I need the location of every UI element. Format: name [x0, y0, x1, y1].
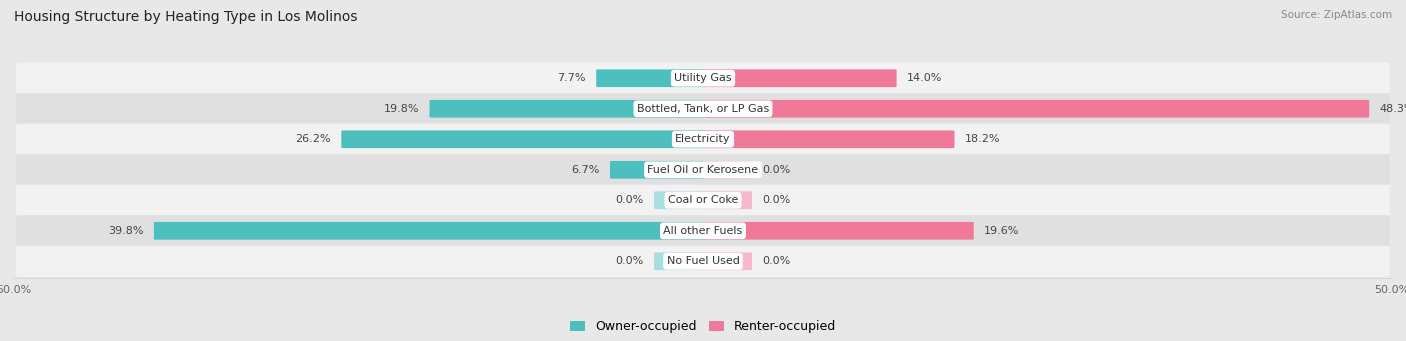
FancyBboxPatch shape: [596, 70, 703, 87]
Text: Fuel Oil or Kerosene: Fuel Oil or Kerosene: [647, 165, 759, 175]
Text: 0.0%: 0.0%: [762, 195, 790, 205]
FancyBboxPatch shape: [610, 161, 703, 179]
Text: Electricity: Electricity: [675, 134, 731, 144]
Text: 39.8%: 39.8%: [108, 226, 143, 236]
FancyBboxPatch shape: [15, 185, 1391, 216]
FancyBboxPatch shape: [342, 130, 703, 148]
Text: Utility Gas: Utility Gas: [675, 73, 731, 83]
Text: 0.0%: 0.0%: [616, 195, 644, 205]
FancyBboxPatch shape: [429, 100, 703, 118]
Text: No Fuel Used: No Fuel Used: [666, 256, 740, 266]
FancyBboxPatch shape: [15, 215, 1391, 246]
FancyBboxPatch shape: [15, 154, 1391, 186]
FancyBboxPatch shape: [15, 63, 1391, 94]
FancyBboxPatch shape: [703, 161, 752, 179]
Text: 0.0%: 0.0%: [616, 256, 644, 266]
FancyBboxPatch shape: [703, 252, 752, 270]
Text: 0.0%: 0.0%: [762, 256, 790, 266]
Text: 18.2%: 18.2%: [965, 134, 1000, 144]
Text: All other Fuels: All other Fuels: [664, 226, 742, 236]
Text: 19.8%: 19.8%: [384, 104, 419, 114]
FancyBboxPatch shape: [703, 70, 897, 87]
FancyBboxPatch shape: [153, 222, 703, 240]
Text: Bottled, Tank, or LP Gas: Bottled, Tank, or LP Gas: [637, 104, 769, 114]
Text: Source: ZipAtlas.com: Source: ZipAtlas.com: [1281, 10, 1392, 20]
Legend: Owner-occupied, Renter-occupied: Owner-occupied, Renter-occupied: [565, 315, 841, 338]
Text: 14.0%: 14.0%: [907, 73, 942, 83]
FancyBboxPatch shape: [703, 222, 974, 240]
FancyBboxPatch shape: [15, 124, 1391, 155]
FancyBboxPatch shape: [703, 130, 955, 148]
FancyBboxPatch shape: [703, 191, 752, 209]
FancyBboxPatch shape: [654, 191, 703, 209]
FancyBboxPatch shape: [15, 93, 1391, 124]
Text: Housing Structure by Heating Type in Los Molinos: Housing Structure by Heating Type in Los…: [14, 10, 357, 24]
Text: 26.2%: 26.2%: [295, 134, 330, 144]
FancyBboxPatch shape: [654, 252, 703, 270]
Text: 48.3%: 48.3%: [1379, 104, 1406, 114]
Text: 6.7%: 6.7%: [571, 165, 599, 175]
Text: Coal or Coke: Coal or Coke: [668, 195, 738, 205]
Text: 7.7%: 7.7%: [557, 73, 586, 83]
FancyBboxPatch shape: [703, 100, 1369, 118]
Text: 0.0%: 0.0%: [762, 165, 790, 175]
FancyBboxPatch shape: [15, 246, 1391, 277]
Text: 19.6%: 19.6%: [984, 226, 1019, 236]
